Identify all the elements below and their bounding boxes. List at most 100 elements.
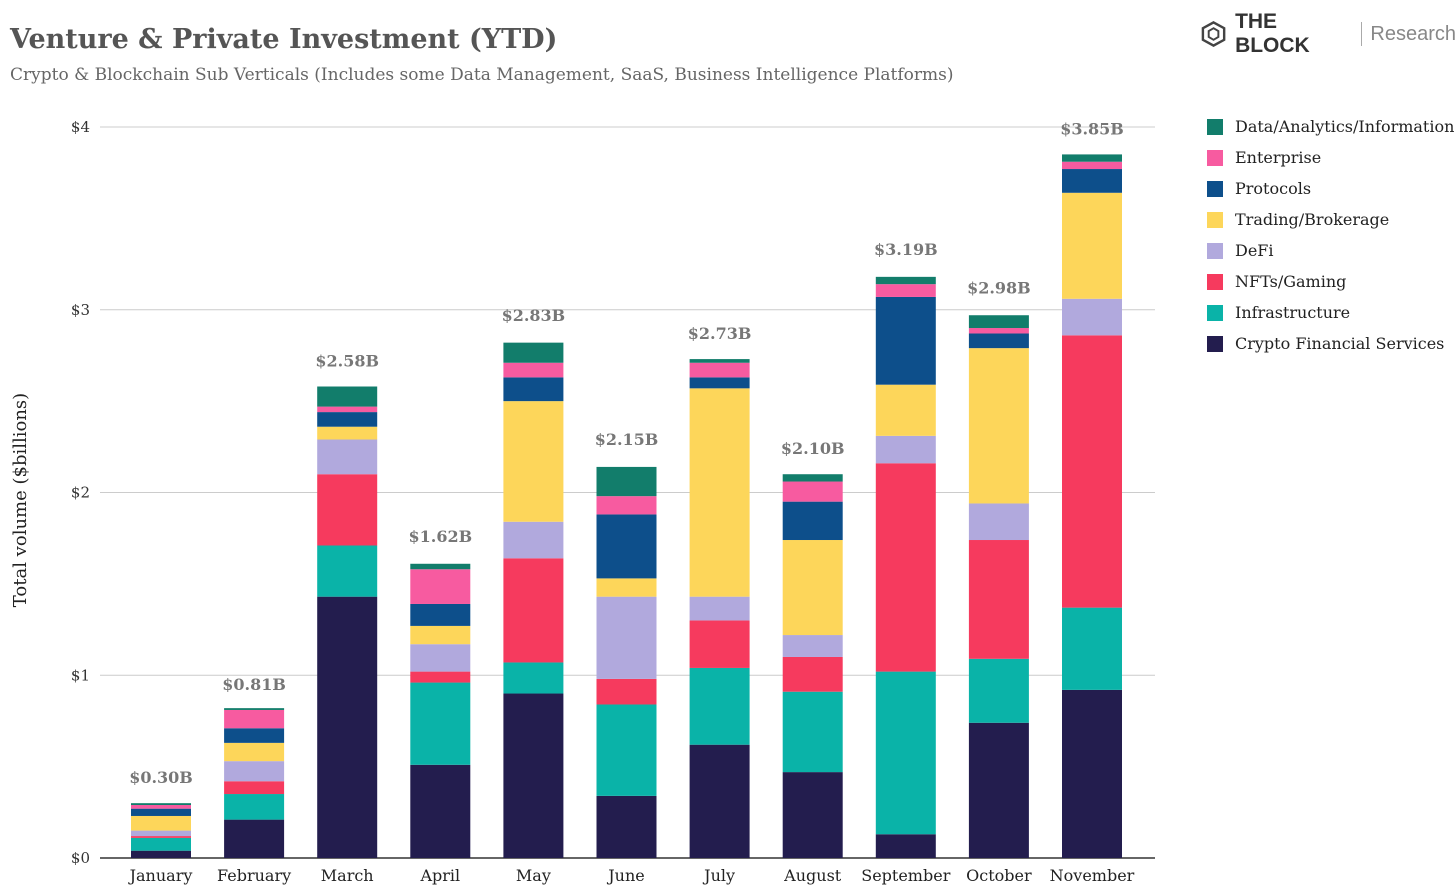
legend-label: Enterprise xyxy=(1235,148,1321,167)
bar-segment xyxy=(410,625,471,645)
bar-segment xyxy=(317,412,378,427)
bar-segment xyxy=(503,558,564,663)
bar-segment xyxy=(224,709,285,729)
total-label: $2.83B xyxy=(502,306,566,325)
total-label: $3.85B xyxy=(1060,119,1124,138)
bar-segment xyxy=(782,481,843,502)
legend-swatch xyxy=(1207,119,1223,135)
bar-segment xyxy=(968,348,1029,504)
bar-segment xyxy=(224,708,285,710)
bar-segment xyxy=(689,667,750,745)
bar-segment xyxy=(689,359,750,363)
legend-swatch xyxy=(1207,305,1223,321)
bar-segment xyxy=(875,834,936,858)
bar-segment xyxy=(1062,169,1122,193)
legend-label: Data/Analytics/Information xyxy=(1235,117,1454,136)
bar-segment xyxy=(596,578,657,597)
bar-segment xyxy=(410,764,471,858)
bar-segment xyxy=(317,426,378,440)
bar-segment xyxy=(968,540,1029,659)
bar-segment xyxy=(317,439,378,475)
bar-segment xyxy=(317,386,378,407)
bar-segment xyxy=(410,563,471,570)
bar-segment xyxy=(1062,689,1122,858)
bar-segment xyxy=(224,819,285,858)
bar-segment xyxy=(410,569,471,604)
bar-segment xyxy=(875,463,936,672)
bar-segment xyxy=(875,384,936,436)
legend-label: Infrastructure xyxy=(1235,303,1350,322)
bar-segment xyxy=(131,837,191,851)
bar-segment xyxy=(1062,335,1122,608)
bar-segment xyxy=(968,333,1029,349)
y-tick-label: $2 xyxy=(71,484,90,502)
bar-segment xyxy=(131,803,191,806)
bar-segment xyxy=(782,691,843,773)
bar-segment xyxy=(968,315,1029,329)
bar-segment xyxy=(968,503,1029,541)
chart-title: Venture & Private Investment (YTD) xyxy=(10,24,558,55)
bar-segment xyxy=(410,603,471,626)
total-label: $3.19B xyxy=(874,240,938,259)
bar-segment xyxy=(131,850,191,858)
bar-segment xyxy=(968,658,1029,723)
bar-segment xyxy=(596,596,657,679)
legend-swatch xyxy=(1207,181,1223,197)
bar-segment xyxy=(782,772,843,858)
bar-segment xyxy=(224,742,285,762)
total-label: $0.30B xyxy=(129,768,193,787)
total-label: $2.10B xyxy=(781,439,845,458)
legend-label: DeFi xyxy=(1235,241,1274,260)
y-tick-label: $0 xyxy=(71,849,90,867)
legend-swatch xyxy=(1207,336,1223,352)
cube-logo-icon xyxy=(1201,21,1226,47)
bar-segment xyxy=(596,795,657,858)
legend-swatch xyxy=(1207,150,1223,166)
bar-segment xyxy=(689,744,750,858)
x-tick-label: May xyxy=(516,866,551,885)
bar-segment xyxy=(503,662,564,694)
brand-sub: Research xyxy=(1370,22,1456,45)
total-label: $2.58B xyxy=(315,352,379,371)
y-axis-label: Total volume ($billions) xyxy=(10,393,31,607)
total-label: $2.15B xyxy=(595,430,659,449)
bar-segment xyxy=(317,545,378,597)
brand-name: THE BLOCK xyxy=(1235,10,1310,57)
x-tick-label: April xyxy=(419,866,460,885)
bar-segment xyxy=(317,406,378,413)
x-tick-label: August xyxy=(783,866,842,885)
bar-segment xyxy=(968,328,1029,334)
bar-segment xyxy=(782,540,843,636)
bar-segment xyxy=(689,388,750,597)
bar-segment xyxy=(875,276,936,285)
legend-swatch xyxy=(1207,212,1223,228)
bar-segment xyxy=(503,342,564,363)
bar-segment xyxy=(875,671,936,835)
x-tick-label: July xyxy=(702,866,735,885)
bar-segment xyxy=(224,728,285,743)
bar-segment xyxy=(131,808,191,816)
bar-segment xyxy=(503,521,564,559)
bar-segment xyxy=(596,466,657,497)
bar-segment xyxy=(782,635,843,657)
legend-label: NFTs/Gaming xyxy=(1235,272,1346,291)
bar-segment xyxy=(782,501,843,541)
bar-segment xyxy=(131,805,191,809)
bar-segment xyxy=(782,474,843,482)
bar-segment xyxy=(1062,154,1122,162)
bar-segment xyxy=(689,620,750,668)
bar-segment xyxy=(1062,161,1122,170)
bar-segment xyxy=(596,678,657,705)
bar-segment xyxy=(596,514,657,579)
chart-subtitle: Crypto & Blockchain Sub Verticals (Inclu… xyxy=(10,65,954,85)
bar-segment xyxy=(503,362,564,378)
bar-segment xyxy=(689,362,750,378)
bar-segment xyxy=(131,830,191,837)
bar-segment xyxy=(782,656,843,692)
legend-label: Protocols xyxy=(1235,179,1311,198)
bar-segment xyxy=(410,682,471,765)
bar-segment xyxy=(1062,607,1122,690)
x-tick-label: November xyxy=(1050,866,1135,885)
